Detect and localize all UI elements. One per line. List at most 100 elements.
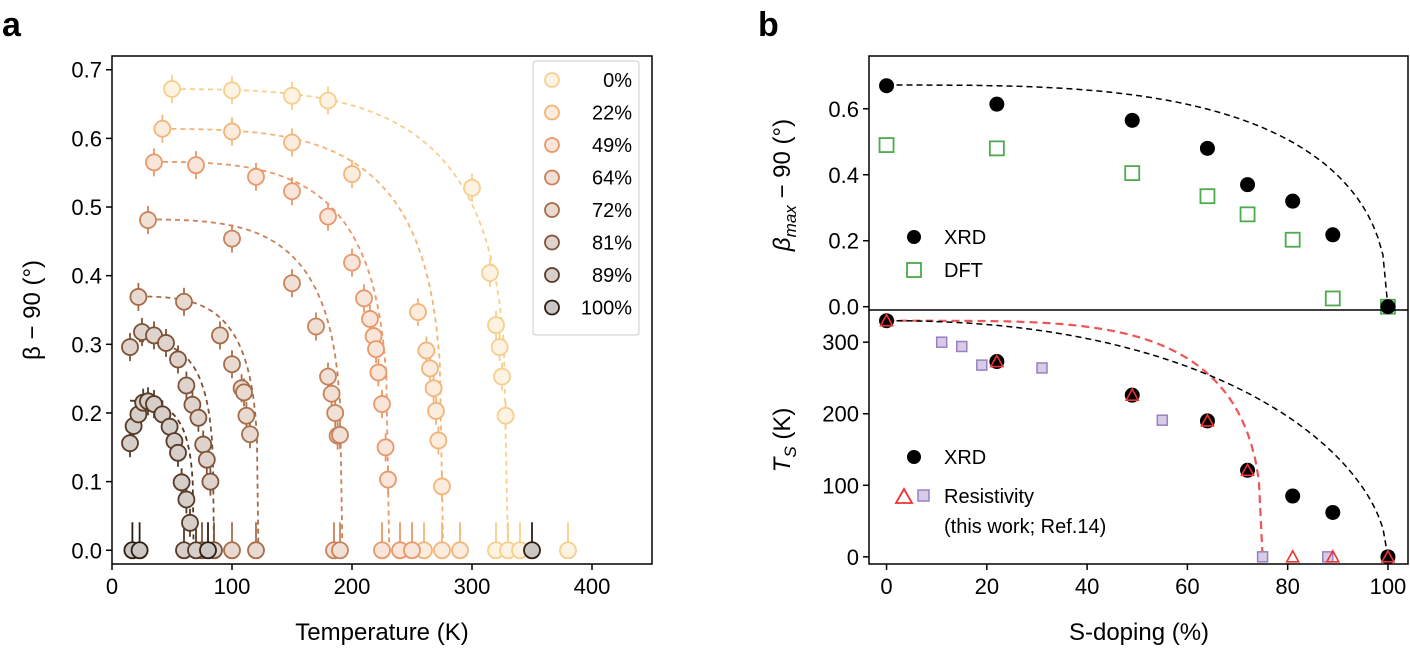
panel-a-point — [169, 350, 187, 369]
panel-a-point — [487, 316, 505, 335]
panel-b-top-dft-point — [1324, 290, 1341, 307]
panel-a-legend-label: 64% — [592, 168, 632, 190]
panel-b-top-dft-point — [1239, 206, 1256, 223]
panel-b-xtick-label: 80 — [1275, 574, 1299, 599]
panel-b-xtick-label: 0 — [880, 574, 892, 599]
panel-a-point — [429, 431, 448, 450]
panel-a-point — [424, 379, 443, 398]
panel-a-point — [496, 406, 515, 425]
panel-b-xtick-label: 20 — [975, 574, 999, 599]
panel-a-point — [199, 541, 217, 560]
panel-b-bottom-ylabel-t: T — [769, 455, 796, 472]
panel-b-bottom-resistivity-point — [1124, 387, 1140, 401]
panel-a-point — [355, 289, 373, 308]
panel-b-bottom-ref14-point — [1256, 551, 1269, 563]
panel-b-top-ticks: 0.0 0.2 0.4 0.6 — [828, 97, 869, 320]
panel-b-bottom-xrd-point — [1325, 504, 1341, 520]
panel-b-bottom-ref14-point — [956, 340, 968, 353]
panel-a-point — [367, 340, 385, 359]
panel-a-point — [145, 153, 163, 172]
panel-b-top-dft-point — [1124, 165, 1141, 182]
panel-a-legend-marker — [544, 299, 560, 316]
panel-b-xlabel: S-doping (%) — [1069, 619, 1209, 646]
panel-b-bottom-xrd-point — [1380, 549, 1396, 565]
panel-b-top-dft-point — [988, 140, 1005, 157]
panel-a-point — [283, 86, 301, 105]
panel-a-xtick-label: 400 — [574, 574, 611, 599]
panel-a-legend-box — [532, 60, 640, 336]
legend-xrd-label-top: XRD — [944, 227, 986, 249]
panel-b-bottom-ylabel-rest: (K) — [769, 408, 796, 447]
panel-a-point — [283, 133, 301, 152]
panel-b-bottom-resistivity-point — [1380, 549, 1396, 563]
panel-a-point — [331, 426, 349, 444]
panel-b-bottom-ref14-point — [1036, 362, 1048, 374]
panel-a-point — [157, 334, 175, 352]
panel-b-bottom-resistivity-point — [1325, 549, 1341, 563]
panel-b-top-dft-point — [878, 137, 895, 153]
panel-a-point — [409, 303, 427, 321]
panel-a-point — [223, 122, 241, 141]
panel-a-point — [369, 363, 388, 382]
panel-a-point — [433, 477, 451, 496]
panel-b-bottom-xrd-point — [879, 313, 895, 329]
panel-b-bottom-resistivity-point — [1240, 462, 1255, 477]
panel-a-legend-label: 0% — [603, 70, 632, 92]
panel-b-top-xrd-point — [1285, 193, 1301, 209]
panel-a-point — [163, 80, 181, 98]
panel-a-legend-label: 22% — [592, 103, 632, 125]
panel-b-bottom-xrd-point — [989, 354, 1005, 370]
panel-b-bottom-xrd-point — [1285, 488, 1301, 504]
panel-a-point — [235, 383, 253, 402]
panel-b-top-ytick-label: 0.6 — [828, 97, 859, 122]
panel-a-point — [211, 326, 229, 345]
panel-a-legend-label: 49% — [592, 135, 632, 157]
panel-a-fit-curve — [148, 218, 344, 551]
panel-b-top-ylabel-rest: − 90 (°) — [769, 119, 796, 205]
panel-a-ytick-label: 0.4 — [71, 264, 102, 289]
panel-b-top-xrd-point — [1199, 140, 1215, 156]
panel-a-point — [376, 438, 395, 457]
panel-a-point — [169, 443, 187, 462]
panel-a-point — [197, 450, 216, 469]
panel-a-point — [187, 156, 205, 175]
legend-xrd-marker-top — [907, 230, 921, 244]
panel-b-bottom-ref14-point — [976, 359, 988, 371]
panel-a-point — [241, 425, 259, 444]
legend-resistivity-sublabel: (this work; Ref.14) — [944, 516, 1106, 538]
panel-a-point — [172, 473, 191, 492]
panel-b-bottom-resistivity-point — [989, 353, 1005, 368]
panel-b-bottom-ref14-point — [935, 336, 948, 348]
panel-b-top-xrd-point — [1124, 112, 1140, 128]
panel-a-point — [319, 91, 337, 110]
panel-a-chart: 0 100 200 300 400 0.0 0.1 0.2 0.3 0.4 0.5 0.6 0.7 0%… — [19, 55, 653, 646]
panel-a-point — [223, 229, 241, 248]
panel-a-legend-marker — [544, 267, 560, 283]
panel-a-frame — [111, 55, 653, 565]
panel-b-bottom-ytick-label: 100 — [822, 473, 859, 498]
panel-a-legend-label: 81% — [592, 233, 632, 255]
panel-a-legend-marker — [544, 169, 560, 186]
panel-b-bottom-ylabel-sub: S — [781, 446, 800, 458]
panel-b-bottom-ytick-label: 0 — [847, 545, 859, 570]
panel-a-point — [129, 288, 148, 306]
panel-a-point — [403, 541, 421, 560]
panel-a-legend-label: 89% — [592, 265, 632, 287]
panel-a-legend-label: 100% — [581, 298, 632, 320]
panel-a-point — [493, 367, 511, 386]
panel-a-point — [130, 541, 149, 560]
panel-a-point — [319, 207, 337, 226]
panel-a-point — [433, 541, 451, 560]
panel-a-point — [379, 470, 397, 489]
panel-b-bottom-ticks: 0 100 200 300 0 20 40 60 80 100 — [822, 330, 1406, 599]
panel-b-bottom-ylabel: TS (K) — [769, 408, 800, 473]
panel-a-point — [121, 338, 139, 356]
panel-b-bottom-resistivity-fit — [886, 319, 1264, 557]
panel-b-top-ylabel-beta: β — [769, 237, 796, 252]
panel-b-top-xrd-point — [1380, 299, 1396, 315]
legend-resistivity-label: Resistivity — [944, 486, 1034, 508]
legend-resistivity-triangle — [894, 487, 914, 504]
panel-a-legend-marker — [544, 202, 560, 218]
panel-a-point — [559, 541, 577, 560]
panel-a-point — [463, 178, 481, 197]
